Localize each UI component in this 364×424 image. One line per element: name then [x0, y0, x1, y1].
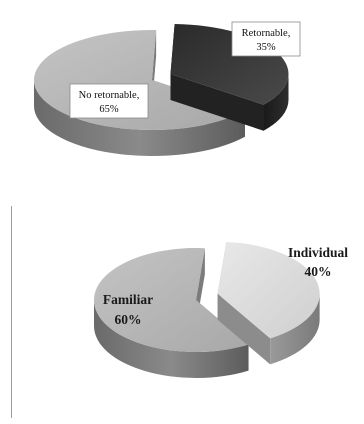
pie2-slice-2: [93, 248, 249, 378]
pie1-label-no-retornable-value: 65%: [99, 104, 119, 115]
pie1-label-no-retornable: No retornable, 65%: [69, 83, 149, 119]
pie2-label-familiar: Familiar 60%: [103, 292, 153, 327]
pie1-label-retornable-name: Retornable,: [242, 28, 291, 39]
pie2-label-familiar-name: Familiar: [103, 292, 153, 307]
pie2-label-individual-value: 40%: [305, 264, 332, 279]
pie2-slice-1: [217, 241, 320, 365]
pie2-label-familiar-value: 60%: [115, 312, 142, 327]
divider-line: [11, 206, 12, 418]
pie1-label-retornable-value: 35%: [256, 42, 276, 53]
pie2-label-individual-name: Individual: [288, 245, 348, 260]
pie1-label-retornable: Retornable, 35%: [231, 21, 301, 57]
pie1-label-no-retornable-name: No retornable,: [79, 90, 140, 101]
pie2-label-individual: Individual 40%: [288, 245, 348, 279]
